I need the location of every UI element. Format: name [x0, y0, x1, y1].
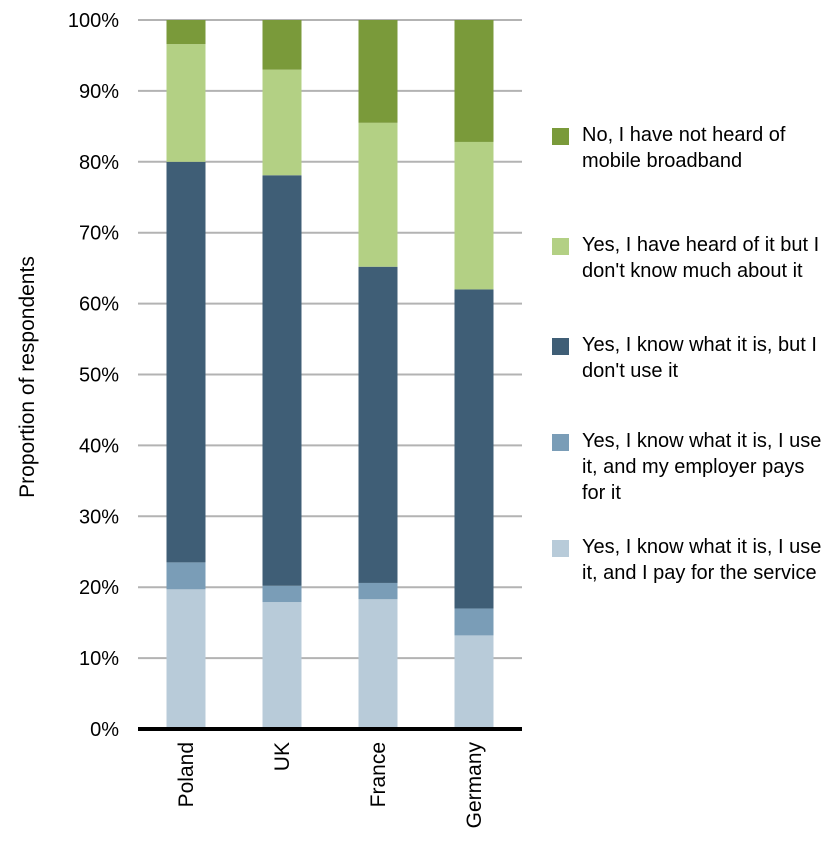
bar-segment	[358, 266, 398, 583]
bar-segment	[454, 608, 494, 636]
legend-swatch	[552, 128, 569, 145]
legend-swatch	[552, 338, 569, 355]
bar-segment	[166, 161, 206, 563]
y-tick-label: 40%	[79, 435, 119, 457]
legend-label: No, I have not heard of mobile broadband	[582, 124, 786, 172]
legend-swatch	[552, 540, 569, 557]
bar-segment	[262, 585, 302, 603]
x-tick-label: France	[367, 742, 390, 807]
bar-segment	[262, 602, 302, 729]
y-tick-label: 60%	[79, 294, 119, 316]
x-tick-label: Germany	[463, 742, 486, 829]
bar-segment	[166, 44, 206, 162]
bar-segment	[166, 562, 206, 590]
y-tick-label: 90%	[79, 81, 119, 103]
legend-label: Yes, I have heard of it but I don't know…	[582, 234, 820, 282]
y-tick-label: 0%	[90, 719, 119, 741]
y-tick-label: 30%	[79, 506, 119, 528]
bar-segment	[454, 289, 494, 609]
bar-segment	[262, 175, 302, 586]
y-axis-label: Proportion of respondents	[16, 256, 39, 498]
y-tick-label: 80%	[79, 152, 119, 174]
bar-segment	[358, 122, 398, 267]
y-tick-label: 50%	[79, 365, 119, 387]
y-tick-label: 70%	[79, 223, 119, 245]
bar-segment	[454, 635, 494, 729]
bar-segment	[262, 69, 302, 176]
legend-swatch	[552, 238, 569, 255]
axes: 0% 10% 20% 30% 40% 50% 60% 70% 80% 90% 100% Poland U…	[68, 10, 522, 828]
bar-segment	[454, 141, 494, 290]
x-tick-label: UK	[271, 742, 294, 771]
y-tick-label: 100%	[68, 10, 119, 32]
legend-label: Yes, I know what it is, I use it, and I …	[582, 536, 822, 584]
bars	[166, 20, 494, 729]
bar-segment	[358, 582, 398, 600]
legend-label: Yes, I know what it is, I use it, and my…	[582, 430, 822, 504]
bar-segment	[262, 20, 302, 70]
bar-segment	[454, 20, 494, 142]
y-tick-label: 10%	[79, 648, 119, 670]
bar-segment	[358, 599, 398, 729]
y-tick-label: 20%	[79, 577, 119, 599]
x-tick-label: Poland	[175, 742, 198, 807]
legend-swatch	[552, 434, 569, 451]
legend-label: Yes, I know what it is, but I don't use …	[582, 334, 817, 382]
bar-segment	[166, 589, 206, 729]
bar-segment	[166, 20, 206, 45]
bar-segment	[358, 20, 398, 123]
